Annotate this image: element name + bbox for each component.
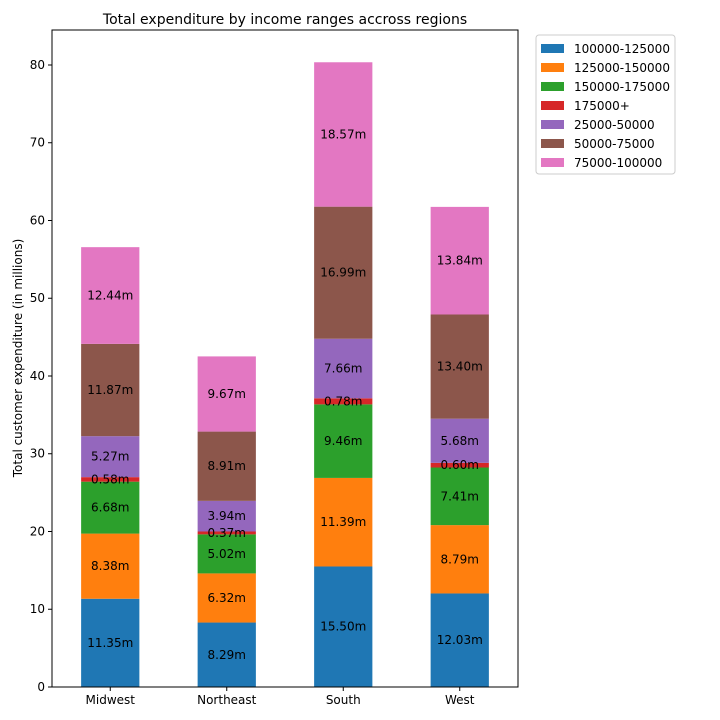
y-axis-title: Total customer expenditure (in millions) <box>11 239 25 479</box>
data-label: 16.99m <box>320 266 366 280</box>
data-label: 11.39m <box>320 515 366 529</box>
data-label: 7.41m <box>441 489 479 503</box>
legend-label: 100000-125000 <box>574 42 670 56</box>
bar-segment <box>81 477 140 482</box>
chart-title: Total expenditure by income ranges accro… <box>102 12 467 28</box>
bar-segment <box>197 356 256 432</box>
x-tick-label: West <box>445 693 475 707</box>
bar-segment <box>197 500 256 532</box>
legend-label: 125000-150000 <box>574 61 670 75</box>
x-tick-label: South <box>326 693 361 707</box>
legend-swatch <box>541 101 564 110</box>
data-label: 7.66m <box>324 362 362 376</box>
bar-segment <box>430 467 489 526</box>
bar-segment <box>81 598 140 687</box>
legend-label: 175000+ <box>574 99 630 113</box>
plot-area: 11.35m 8.29m 15.50m 12.03m 8.38m 6.32m 11.39m 8… <box>30 29 519 707</box>
bar-segment <box>197 573 256 623</box>
bar-segment <box>81 436 140 478</box>
bar-segment <box>81 247 140 344</box>
data-label: 0.60m <box>441 458 479 472</box>
y-tick-label: 50 <box>30 291 45 305</box>
data-label: 9.46m <box>324 434 362 448</box>
bar-segment <box>314 398 373 405</box>
bar-segment <box>314 477 373 567</box>
data-label: 9.67m <box>208 387 246 401</box>
data-label: 8.79m <box>441 552 479 566</box>
data-label: 13.40m <box>437 360 483 374</box>
data-label: 0.78m <box>324 394 362 408</box>
legend: 100000-125000 125000-150000 150000-175000 1… <box>535 34 676 175</box>
data-label: 8.91m <box>208 459 246 473</box>
bar-segment <box>197 622 256 687</box>
bar-segment <box>81 533 140 599</box>
bar-segment <box>314 338 373 399</box>
x-tick-label: Midwest <box>86 693 136 707</box>
legend-swatch <box>541 82 564 91</box>
bar-segment <box>430 462 489 468</box>
data-label: 5.68m <box>441 434 479 448</box>
data-label: 15.50m <box>320 620 366 634</box>
data-label: 12.03m <box>437 633 483 647</box>
bar-segment <box>81 481 140 534</box>
bar-segment <box>430 418 489 463</box>
bar-segment <box>430 593 489 687</box>
bar-segment <box>314 404 373 478</box>
bar-segment <box>430 206 489 315</box>
data-label: 12.44m <box>87 289 133 303</box>
y-tick-label: 0 <box>37 680 45 694</box>
data-label: 11.87m <box>87 383 133 397</box>
plot-frame <box>51 29 519 688</box>
legend-swatch <box>541 44 564 53</box>
data-label: 8.29m <box>208 648 246 662</box>
data-label: 5.27m <box>91 450 129 464</box>
y-tick-label: 80 <box>30 58 45 72</box>
bar-segment <box>314 566 373 687</box>
data-label: 5.02m <box>208 547 246 561</box>
data-label: 13.84m <box>437 254 483 268</box>
data-label: 0.37m <box>208 526 246 540</box>
bar-segment <box>314 206 373 339</box>
data-label: 8.38m <box>91 559 129 573</box>
data-label: 0.58m <box>91 472 129 486</box>
bar-segment <box>197 531 256 535</box>
bar-segment <box>430 525 489 594</box>
data-label: 11.35m <box>87 636 133 650</box>
legend-swatch <box>541 63 564 72</box>
y-tick-label: 20 <box>30 524 45 538</box>
legend-label: 25000-50000 <box>574 118 655 132</box>
y-tick-label: 30 <box>30 447 45 461</box>
data-label: 6.32m <box>208 591 246 605</box>
bar-segment <box>314 62 373 207</box>
bar-segment <box>81 343 140 437</box>
legend-label: 150000-175000 <box>574 80 670 94</box>
legend-label: 50000-75000 <box>574 137 655 151</box>
legend-swatch <box>541 120 564 129</box>
y-tick-label: 60 <box>30 213 45 227</box>
bar-segment <box>197 431 256 501</box>
legend-swatch <box>541 158 564 167</box>
data-label: 18.57m <box>320 127 366 141</box>
data-label: 3.94m <box>208 509 246 523</box>
legend-frame <box>535 34 676 175</box>
legend-label: 75000-100000 <box>574 156 662 170</box>
legend-swatch <box>541 139 564 148</box>
data-label: 6.68m <box>91 501 129 515</box>
y-tick-label: 40 <box>30 369 45 383</box>
x-tick-label: Northeast <box>197 693 257 707</box>
bar-segment <box>430 314 489 419</box>
y-tick-label: 70 <box>30 136 45 150</box>
bar-segment <box>197 534 256 574</box>
y-tick-label: 10 <box>30 602 45 616</box>
